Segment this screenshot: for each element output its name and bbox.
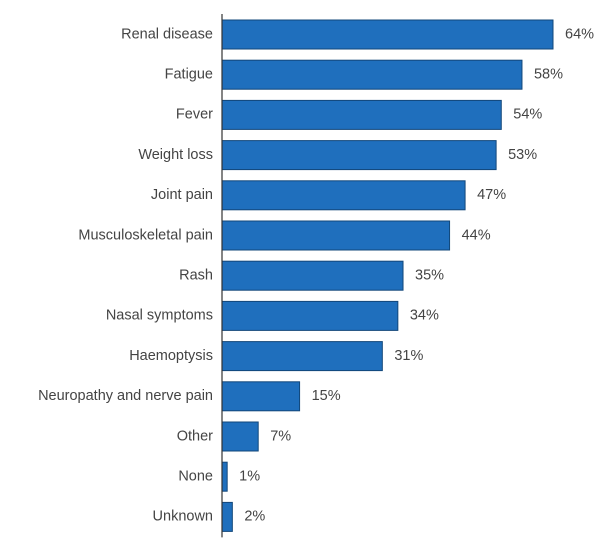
value-label: 2% [244,509,265,525]
category-label: Haemoptysis [129,348,213,364]
category-label: Weight loss [138,147,213,163]
value-label: 15% [312,388,341,404]
bar-joint-pain [221,180,466,211]
bars-group [221,19,554,532]
value-label: 44% [462,227,491,243]
value-label: 7% [270,428,291,444]
category-label: Fatigue [165,67,213,83]
category-label: Fever [176,107,213,123]
bar-fever [221,99,502,130]
category-label: Other [177,428,213,444]
bar-fatigue [221,59,523,90]
value-label: 31% [394,348,423,364]
category-label: Nasal symptoms [106,308,213,324]
bar-haemoptysis [221,341,383,372]
bar-other [221,421,259,452]
labels-group: Renal disease 64% Fatigue 58% Fever 54% Weight… [38,26,594,524]
category-label: Unknown [153,509,213,525]
category-label: Rash [179,268,213,284]
value-label: 53% [508,147,537,163]
value-label: 47% [477,187,506,203]
value-label: 1% [239,469,260,485]
value-label: 34% [410,308,439,324]
bar-none [221,461,228,492]
bar-rash [221,260,404,291]
bar-nasal-symptoms [221,300,399,331]
bar-weight-loss [221,140,497,171]
bar-renal-disease [221,19,554,50]
bar-neuropathy-and-nerve-pain [221,381,301,412]
bar-unknown [221,501,233,532]
category-label: None [178,469,213,485]
value-label: 64% [565,26,594,42]
value-label: 35% [415,268,444,284]
category-label: Joint pain [151,187,213,203]
value-label: 54% [513,107,542,123]
category-label: Neuropathy and nerve pain [38,388,213,404]
category-label: Musculoskeletal pain [78,227,213,243]
bar-musculoskeletal-pain [221,220,451,251]
category-label: Renal disease [121,26,213,42]
value-label: 58% [534,67,563,83]
